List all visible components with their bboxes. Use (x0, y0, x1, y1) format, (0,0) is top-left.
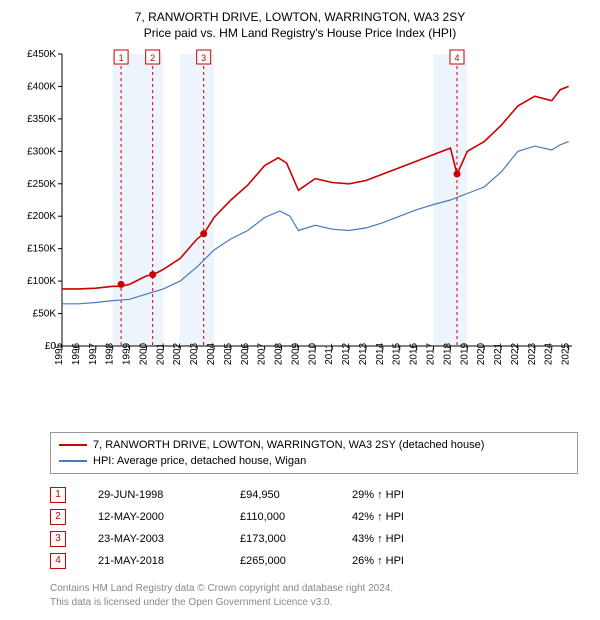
sale-price: £110,000 (240, 511, 320, 523)
sale-date: 21-MAY-2018 (98, 555, 208, 567)
legend-swatch (59, 460, 87, 462)
marker-badge: 1 (50, 487, 66, 503)
svg-text:2: 2 (150, 53, 155, 63)
marker-badge: 2 (50, 509, 66, 525)
svg-text:1: 1 (119, 53, 124, 63)
svg-text:4: 4 (454, 53, 459, 63)
marker-badge: 3 (50, 531, 66, 547)
legend-label: HPI: Average price, detached house, Wiga… (93, 455, 306, 467)
legend-label: 7, RANWORTH DRIVE, LOWTON, WARRINGTON, W… (93, 439, 484, 451)
marker-badge: 4 (50, 553, 66, 569)
page-title: 7, RANWORTH DRIVE, LOWTON, WARRINGTON, W… (10, 10, 590, 24)
sale-price: £173,000 (240, 533, 320, 545)
svg-text:£250K: £250K (27, 179, 56, 190)
table-row: 2 12-MAY-2000 £110,000 42% ↑ HPI (50, 506, 578, 528)
svg-text:£200K: £200K (27, 211, 56, 222)
hpi-delta: 42% ↑ HPI (352, 511, 578, 523)
svg-text:£50K: £50K (33, 309, 57, 320)
sale-date: 29-JUN-1998 (98, 489, 208, 501)
sale-price: £265,000 (240, 555, 320, 567)
table-row: 1 29-JUN-1998 £94,950 29% ↑ HPI (50, 484, 578, 506)
legend-item: HPI: Average price, detached house, Wiga… (59, 453, 569, 469)
sale-date: 23-MAY-2003 (98, 533, 208, 545)
table-row: 4 21-MAY-2018 £265,000 26% ↑ HPI (50, 550, 578, 572)
page-subtitle: Price paid vs. HM Land Registry's House … (10, 26, 590, 40)
chart-legend: 7, RANWORTH DRIVE, LOWTON, WARRINGTON, W… (50, 432, 578, 474)
table-row: 3 23-MAY-2003 £173,000 43% ↑ HPI (50, 528, 578, 550)
legend-swatch (59, 444, 87, 446)
legend-item: 7, RANWORTH DRIVE, LOWTON, WARRINGTON, W… (59, 437, 569, 453)
sale-price: £94,950 (240, 489, 320, 501)
hpi-delta: 29% ↑ HPI (352, 489, 578, 501)
svg-text:£150K: £150K (27, 244, 56, 255)
hpi-delta: 43% ↑ HPI (352, 533, 578, 545)
hpi-delta: 26% ↑ HPI (352, 555, 578, 567)
page: 7, RANWORTH DRIVE, LOWTON, WARRINGTON, W… (0, 0, 600, 620)
attribution: Contains HM Land Registry data © Crown c… (50, 582, 578, 609)
price-table: 1 29-JUN-1998 £94,950 29% ↑ HPI 2 12-MAY… (50, 484, 578, 572)
svg-text:£350K: £350K (27, 114, 56, 125)
attribution-line: Contains HM Land Registry data © Crown c… (50, 582, 578, 596)
sale-date: 12-MAY-2000 (98, 511, 208, 523)
svg-text:£100K: £100K (27, 276, 56, 287)
svg-text:3: 3 (201, 53, 206, 63)
svg-text:£450K: £450K (27, 49, 56, 60)
svg-text:£400K: £400K (27, 81, 56, 92)
attribution-line: This data is licensed under the Open Gov… (50, 596, 578, 610)
price-chart: £0£50K£100K£150K£200K£250K£300K£350K£400… (20, 46, 580, 386)
svg-text:£300K: £300K (27, 146, 56, 157)
chart-svg: £0£50K£100K£150K£200K£250K£300K£350K£400… (20, 46, 580, 386)
